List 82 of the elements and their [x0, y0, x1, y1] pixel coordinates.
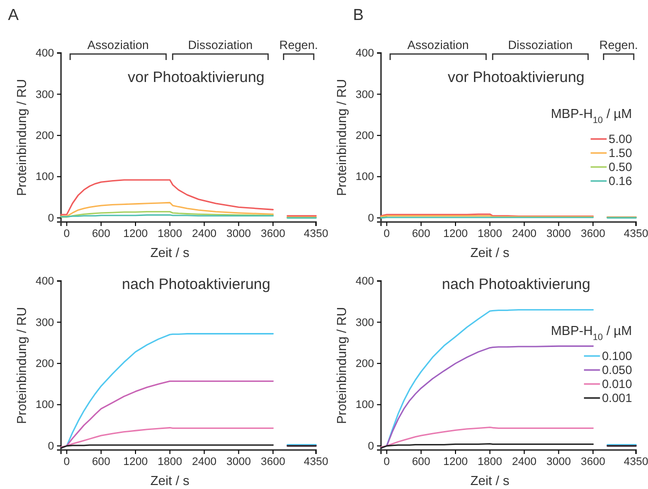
y-tick-label: 200	[356, 130, 374, 142]
x-tick-label: 2400	[192, 228, 216, 240]
x-tick-label: 1200	[123, 228, 148, 240]
x-tick-label: 1800	[158, 228, 182, 240]
legend-label: 0.16	[608, 174, 632, 188]
text: B	[353, 7, 364, 24]
x-axis-title: Zeit / s	[150, 245, 190, 260]
x-tick-label: 2400	[512, 456, 536, 468]
text: Regen.	[279, 38, 318, 52]
y-axis-title: Proteinbindung / RU	[14, 78, 29, 196]
x-tick-label: 4350	[624, 456, 648, 468]
x-tick-label: 1800	[478, 228, 502, 240]
x-axis-title: Zeit / s	[470, 473, 510, 488]
legend-title: MBP-H$_{10}$ / µM	[550, 323, 632, 342]
y-tick-label: 100	[356, 171, 374, 184]
x-tick-label: 1200	[443, 456, 468, 468]
text: A	[8, 7, 19, 24]
text: vor Photoaktivierung	[128, 69, 265, 86]
y-axis-title: Proteinbindung / RU	[334, 78, 349, 196]
y-tick-label: 300	[36, 316, 54, 329]
x-tick-label: 3600	[580, 228, 606, 240]
x-tick-label: 0	[64, 228, 70, 240]
text: vor Photoaktivierung	[448, 69, 585, 86]
y-tick-label: 0	[368, 440, 374, 452]
text: Regen.	[599, 38, 638, 52]
x-tick-label: 3600	[260, 456, 286, 468]
y-tick-label: 300	[356, 88, 374, 101]
y-tick-label: 400	[36, 48, 54, 60]
x-tick-label: 0	[384, 228, 390, 240]
x-tick-label: 1800	[478, 456, 502, 468]
x-tick-label: 3000	[226, 228, 251, 240]
y-tick-label: 100	[356, 399, 374, 412]
text: Assoziation	[87, 38, 149, 52]
x-tick-label: 0	[64, 456, 70, 468]
y-tick-label: 200	[36, 130, 54, 142]
y-tick-label: 200	[356, 358, 374, 370]
y-tick-label: 400	[36, 276, 54, 288]
y-axis-title: Proteinbindung / RU	[334, 306, 349, 424]
y-tick-label: 0	[368, 212, 374, 224]
x-tick-label: 3000	[226, 456, 251, 468]
legend-label: 0.010	[602, 377, 632, 391]
x-tick-label: 3600	[260, 228, 286, 240]
legend-label: 0.001	[602, 391, 632, 405]
y-axis-title: Proteinbindung / RU	[14, 306, 29, 424]
legend-label: 0.50	[608, 160, 632, 174]
y-tick-label: 300	[356, 316, 374, 329]
x-tick-label: 2400	[512, 228, 536, 240]
x-tick-label: 1200	[123, 456, 148, 468]
x-tick-label: 2400	[192, 456, 216, 468]
x-tick-label: 600	[412, 456, 430, 468]
x-tick-label: 1200	[443, 228, 468, 240]
text: Dissoziation	[508, 38, 573, 52]
x-tick-label: 3600	[580, 456, 606, 468]
y-tick-label: 200	[36, 358, 54, 370]
x-axis-title: Zeit / s	[470, 245, 510, 260]
x-axis-title: Zeit / s	[150, 473, 190, 488]
legend-title: MBP-H$_{10}$ / µM	[550, 106, 632, 125]
x-tick-label: 4350	[304, 456, 328, 468]
x-tick-label: 1800	[158, 456, 182, 468]
legend-label: 0.100	[602, 349, 632, 363]
x-tick-label: 0	[384, 456, 390, 468]
y-tick-label: 400	[356, 48, 374, 60]
y-tick-label: 100	[36, 171, 54, 184]
x-tick-label: 600	[92, 228, 110, 240]
legend-label: 5.00	[608, 132, 632, 146]
legend-label: 1.50	[608, 146, 632, 160]
x-tick-label: 3000	[546, 456, 571, 468]
x-tick-label: 3000	[546, 228, 571, 240]
chart-title: nach Photoaktivierung	[442, 276, 590, 293]
legend-label: 0.050	[602, 363, 632, 377]
chart-title: nach Photoaktivierung	[122, 276, 270, 293]
text: Assoziation	[407, 38, 469, 52]
y-tick-label: 0	[48, 212, 54, 224]
y-tick-label: 300	[36, 88, 54, 101]
x-tick-label: 4350	[624, 228, 648, 240]
text: Dissoziation	[188, 38, 253, 52]
x-tick-label: 4350	[304, 228, 328, 240]
x-tick-label: 600	[92, 456, 110, 468]
y-tick-label: 400	[356, 276, 374, 288]
x-tick-label: 600	[412, 228, 430, 240]
y-tick-label: 100	[36, 399, 54, 412]
y-tick-label: 0	[48, 440, 54, 452]
